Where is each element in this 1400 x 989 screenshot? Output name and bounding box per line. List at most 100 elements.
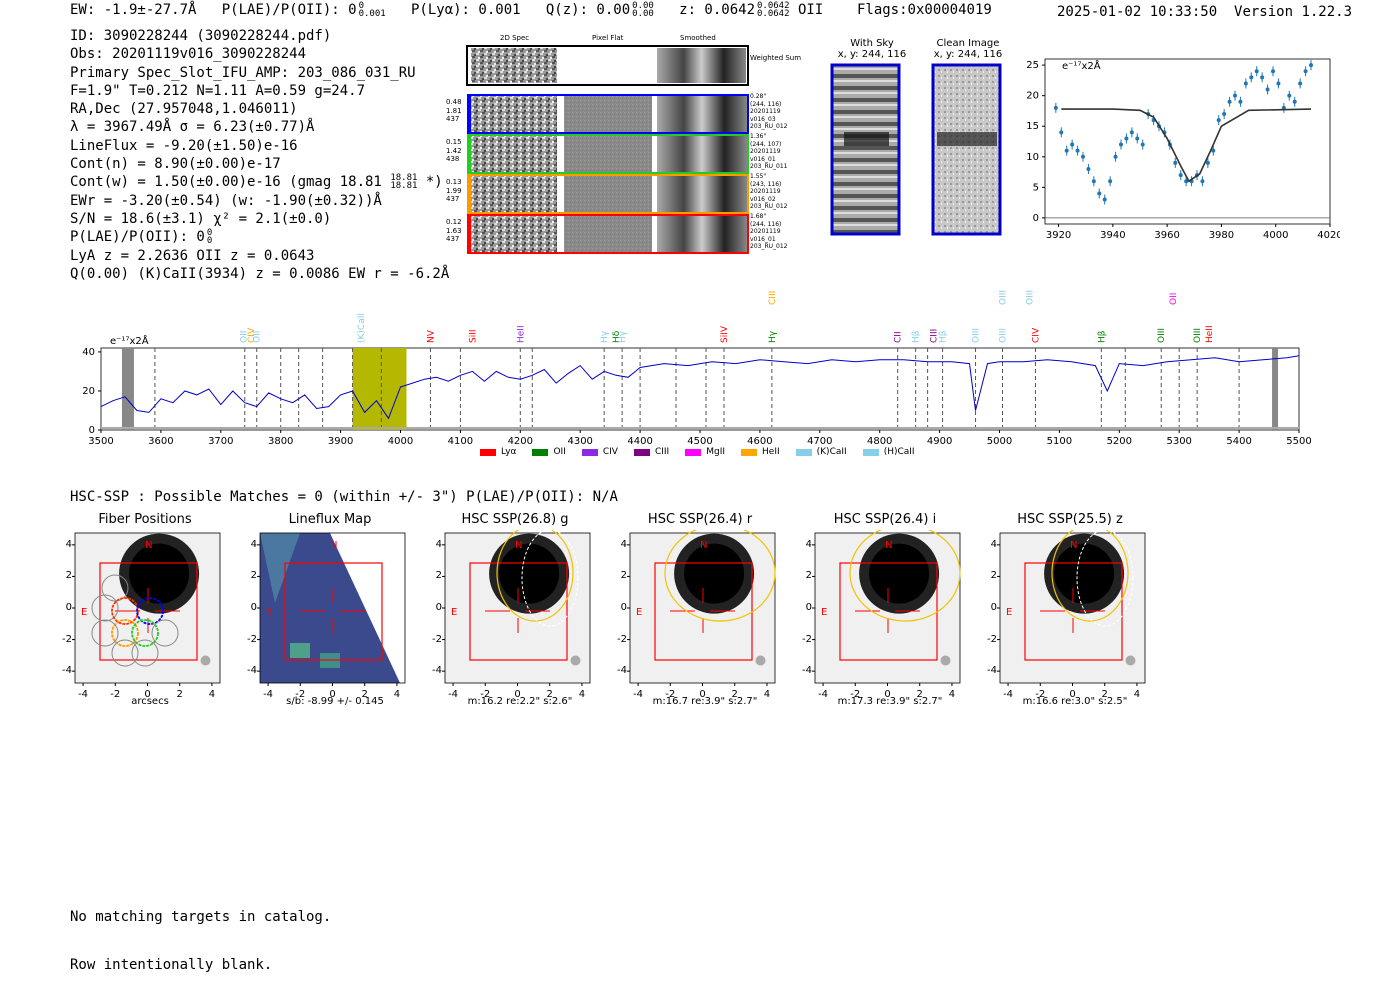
hsc-panel-title: HSC SSP(25.5) z (1017, 512, 1123, 527)
spectrum-xtick: 5000 (987, 436, 1012, 447)
fiber-circle (111, 619, 139, 647)
hsc-ytick: -4 (247, 665, 257, 677)
stamps-panel: 2D Spec Pixel Flat Smoothed Weighte (440, 32, 802, 257)
info-lya: LyA z = 2.2636 OII z = 0.0643 (70, 247, 315, 264)
spectrum-line-label: OIII (1193, 328, 1203, 343)
hsc-ytick: -4 (617, 665, 627, 677)
col-header-smoothed: Smoothed (680, 34, 716, 42)
hsc-ytick: 4 (805, 538, 812, 550)
spectrum-xtick: 4700 (807, 436, 832, 447)
east-label: E (636, 607, 642, 618)
hsc-xtick: -4 (1003, 689, 1013, 700)
fit-point (1200, 179, 1205, 184)
hsc-ytick: 0 (250, 602, 257, 613)
spectrum-line-label: OIII (1025, 290, 1035, 305)
fit-unit-label: e⁻¹⁷x2Å (1062, 61, 1101, 72)
fit-point (1238, 99, 1243, 104)
with-sky-title: With Sky x, y: 244, 116 (837, 38, 907, 60)
footer: No matching targets in catalog. Row inte… (70, 877, 331, 989)
spectrum-xtick: 4100 (448, 436, 473, 447)
east-label: E (821, 607, 827, 618)
fit-ytick: 25 (1026, 60, 1039, 71)
legend-swatch (795, 448, 812, 456)
fit-xtick: 4000 (1263, 230, 1288, 239)
stamp-row: 0.15 1.42 438 1.36" (244, 107) 20201119 v016_0… (440, 133, 800, 174)
fit-point (1309, 63, 1313, 68)
hsc-xtick: 2 (177, 689, 183, 700)
info-id: ID: 3090228244 (3090228244.pdf) (70, 28, 332, 44)
weighted-sum-label: Weighted Sum (750, 54, 802, 62)
hsc-ytick: 2 (990, 570, 997, 582)
spectrum-mask (1272, 348, 1279, 430)
hsc-panel: Lineflux Map N E -4 -2 0 2 4 -4 -2 0 2 4 s/b: -8.99 +… (247, 512, 415, 712)
spectrum-xtick: 5100 (1047, 436, 1072, 447)
spectrum-xtick: 4000 (388, 436, 413, 447)
legend-swatch (862, 448, 879, 456)
hsc-ytick: 4 (65, 538, 72, 550)
hsc-xtick: 4 (579, 689, 585, 700)
hsc-xtick: 0 (144, 689, 150, 700)
hsc-ytick: -4 (432, 665, 442, 677)
fiber-circle (131, 639, 159, 667)
hsc-xtick: 0 (884, 689, 890, 700)
spectrum-xtick: 3500 (88, 436, 113, 447)
spectrum-line-label: SiII (468, 329, 478, 343)
east-label: E (81, 607, 87, 618)
fit-point (1243, 81, 1248, 86)
fit-point (1129, 130, 1134, 135)
spectrum-xtick: 3800 (268, 436, 293, 447)
info-sn: S/N = 18.6(±3.1) χ² = 2.1(±0.0) (70, 210, 332, 227)
hsc-ytick: 2 (805, 570, 812, 582)
hsc-panel-image: N E -4 -2 0 2 4 (997, 530, 1146, 700)
hsc-xtick: 2 (1102, 689, 1108, 700)
hsc-panel-image: N E -4 -2 0 2 4 (257, 532, 406, 700)
legend-item: (K)CaII (795, 447, 847, 457)
info-fit: F=1.9" T=0.212 N=1.11 A=0.59 g=24.7 (70, 82, 366, 99)
hsc-xtick: -2 (1035, 689, 1045, 700)
hsc-xtick: 2 (732, 689, 738, 700)
spectrum-xtick: 4900 (927, 436, 952, 447)
fit-point (1102, 197, 1107, 202)
info-contw: Cont(w) = 1.50(±0.00)e-16 (gmag 18.81 18… (70, 173, 443, 192)
legend-label: CIV (602, 447, 618, 457)
fit-point (1260, 75, 1265, 80)
fiber-circle (91, 619, 119, 647)
spectrum-flux-line (100, 355, 1300, 420)
hsc-panel-title: Lineflux Map (288, 512, 372, 527)
spectrum-xtick: 4800 (867, 436, 892, 447)
north-label: N (1070, 540, 1077, 551)
fiber-circle (131, 619, 159, 647)
spectrum-line-label: NV (426, 329, 436, 343)
legend-swatch (532, 448, 549, 456)
hsc-ytick: 4 (990, 538, 997, 550)
hsc-panel-caption: m:16.6 re:3.0" s:2.5" (1022, 696, 1128, 707)
fit-point (1227, 99, 1232, 104)
legend-swatch (480, 448, 496, 456)
fit-point (1108, 179, 1113, 184)
spectrum-line-label: (K)CaII (357, 313, 367, 343)
spectrum-line-label: CIII (768, 291, 778, 305)
stamp-row-left-label: 0.48 1.81 437 (446, 98, 462, 123)
info-ewr: EWr = -3.20(±0.54) (w: -1.90(±0.32))Å (70, 192, 382, 209)
hsc-summary: HSC-SSP : Possible Matches = 0 (within +… (70, 489, 618, 505)
spectrum-ytick: 40 (82, 347, 95, 358)
spectrum-unit-label: e⁻¹⁷x2Å (110, 336, 149, 347)
hsc-xtick: 4 (949, 689, 955, 700)
hsc-panel-image: N E -4 -2 0 2 4 (812, 530, 961, 700)
east-label: E (1006, 607, 1012, 618)
spectrum-xtick: 4500 (687, 436, 712, 447)
fit-point (1216, 118, 1221, 123)
hsc-panel-image: N E -4 -2 0 2 4 (72, 532, 221, 700)
spectrum-line-label: OII (240, 331, 250, 343)
north-label: N (515, 540, 522, 551)
fit-point (1086, 167, 1091, 171)
datetime-version: 2025-01-02 10:33:50 Version 1.22.3 (1057, 4, 1352, 20)
spectrum-xtick: 4400 (627, 436, 652, 447)
hsc-panel-caption: m:17.3 re:3.9" s:2.7" (837, 696, 943, 707)
legend-item: (H)CaII (862, 447, 915, 457)
fit-point (1070, 142, 1075, 147)
spectrum-line-label: Hγ (768, 330, 778, 343)
plya-value: P(Lyα): 0.001 (410, 2, 521, 18)
hsc-panel: HSC SSP(26.4) i N E -4 -2 0 2 4 -4 -2 0 2 4 m:17.3 re… (802, 512, 970, 712)
stamp-row-images (467, 134, 749, 174)
